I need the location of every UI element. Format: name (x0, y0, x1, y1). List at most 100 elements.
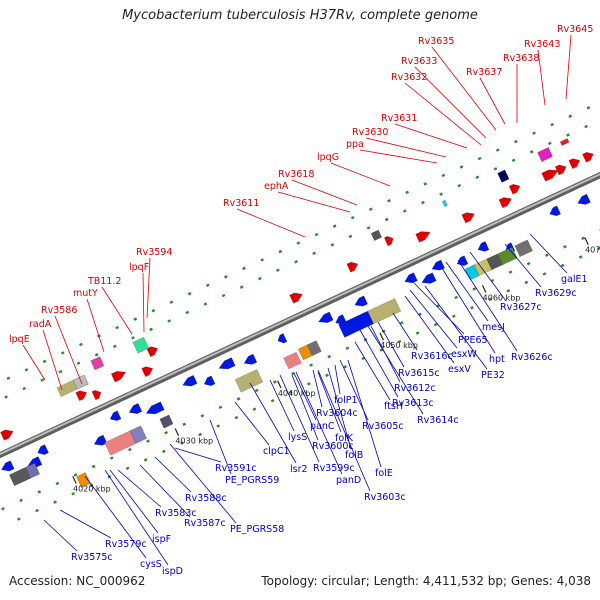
gene-label-top: Rv3645 (557, 24, 593, 35)
reverse-gene (477, 241, 490, 252)
dash-mark (164, 430, 169, 435)
dash-mark (131, 336, 135, 340)
leader-line (413, 282, 465, 335)
gene-block (367, 298, 402, 325)
gene-block (559, 138, 570, 146)
dash-mark (550, 122, 555, 127)
dash-mark (16, 517, 21, 521)
dash-mark (180, 441, 184, 445)
dash-mark (566, 133, 570, 137)
forward-gene (91, 389, 102, 401)
reverse-gene (37, 444, 49, 455)
reverse-gene (354, 295, 368, 307)
dash-mark (200, 414, 205, 418)
kbp-ticks: 4020 kbp 4030 kbp 4040 kbp 4050 kbp 4060 kbp… (72, 237, 600, 493)
gene-label-bottom: Rv3603c (364, 492, 406, 503)
leader-line (377, 321, 405, 368)
dash-mark (260, 258, 264, 262)
gene-block (441, 199, 448, 208)
gene-label-bottom: cysS (140, 559, 162, 570)
forward-gene (289, 292, 303, 304)
reverse-gene (145, 401, 165, 415)
leader-line (327, 367, 352, 450)
gene-label-top: Rv3632 (391, 72, 427, 83)
dash-mark (71, 491, 76, 496)
gene-label-bottom: clpC1 (263, 446, 290, 457)
leader-line (54, 315, 83, 385)
dash-mark (234, 415, 239, 420)
leader-line (277, 191, 351, 213)
dash-mark (454, 295, 459, 300)
dash-mark (493, 167, 498, 171)
leader-line (84, 475, 147, 559)
dash-mark (149, 327, 153, 332)
gene-label-top: lpqF (129, 262, 149, 273)
leader-line (394, 123, 468, 149)
gene-label-top: ppa (346, 139, 364, 150)
dash-mark (89, 483, 94, 487)
leader-line (249, 382, 297, 464)
gene-block (25, 462, 41, 479)
leader-line (409, 289, 458, 349)
gene-label-bottom: Rv3583c (155, 508, 197, 519)
dash-mark (421, 200, 425, 205)
dash-mark (24, 368, 29, 372)
gene-label-bottom: Rv3588c (185, 493, 227, 504)
reverse-gene (318, 311, 334, 323)
dash-mark (294, 260, 298, 264)
gene-block (306, 340, 322, 357)
dash-mark (4, 395, 8, 399)
dash-mark (457, 183, 462, 188)
gene-label-top: Rv3631 (381, 113, 417, 124)
tick-mark (277, 380, 282, 389)
gene-block (370, 229, 383, 241)
leader-line (279, 374, 320, 463)
dash-mark (332, 224, 337, 228)
forward-gene (554, 164, 567, 176)
gene-label-top: Rv3630 (352, 127, 388, 138)
dash-mark (270, 398, 275, 403)
dash-mark (78, 342, 83, 347)
dash-mark (542, 272, 547, 276)
leader-line (457, 259, 518, 352)
dash-mark (296, 241, 301, 245)
forward-gene (541, 169, 559, 182)
dash-mark (40, 378, 45, 382)
dash-mark (366, 226, 371, 230)
reverse-gene (577, 193, 591, 205)
gene-label-bottom: folK (335, 433, 354, 444)
dash-mark (439, 192, 443, 196)
gene-label-bottom: folP1 (334, 395, 358, 406)
gene-label-top: lpqG (317, 152, 339, 163)
leader-line (209, 419, 232, 475)
gene-label-top: mutY (73, 288, 98, 299)
dash-mark (309, 363, 314, 367)
dash-mark (511, 158, 516, 163)
dash-mark (94, 353, 99, 357)
forward-gene (415, 231, 431, 243)
dash-mark (384, 217, 389, 222)
dash-mark (236, 397, 241, 401)
gene-label-top: Rv3633 (401, 56, 437, 67)
dash-mark (112, 344, 117, 349)
forward-gene (75, 390, 88, 402)
dash-mark (314, 232, 319, 237)
leader-line (234, 401, 270, 446)
leader-line (565, 34, 572, 100)
tick-label: 4060 kbp (483, 293, 521, 302)
reverse-gene (128, 402, 143, 414)
leader-line (367, 325, 424, 415)
leader-line (439, 264, 496, 354)
dash-mark (402, 209, 407, 213)
dash-mark (221, 293, 226, 298)
dash-mark (415, 331, 420, 335)
dash-mark (544, 253, 549, 257)
dash-mark (306, 382, 311, 386)
tick-mark (72, 475, 77, 484)
dash-mark (532, 131, 536, 135)
forward-gene (383, 236, 394, 247)
dash-mark (325, 373, 329, 378)
forward-gene (146, 346, 159, 358)
dash-mark (146, 439, 150, 443)
